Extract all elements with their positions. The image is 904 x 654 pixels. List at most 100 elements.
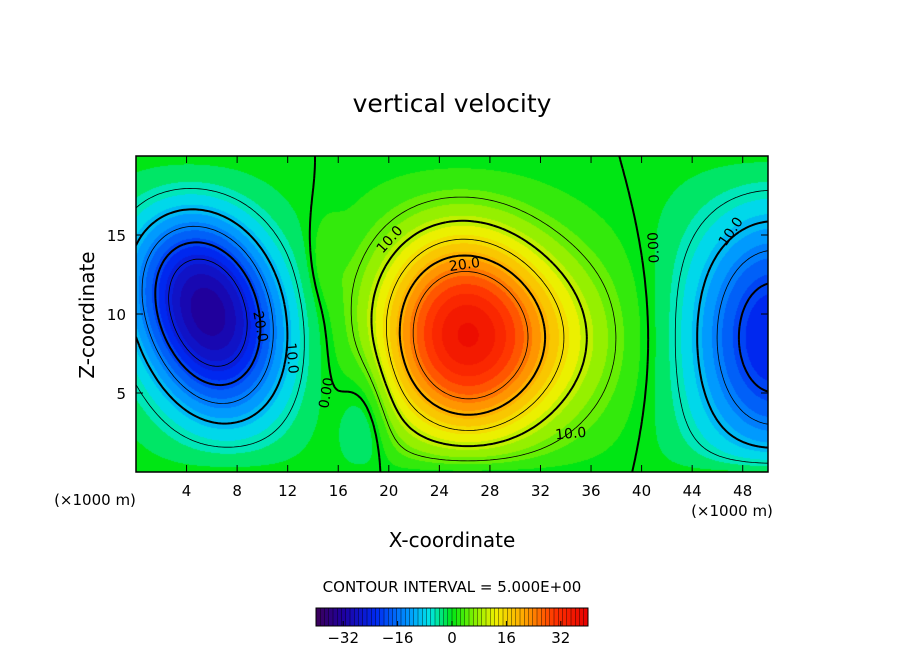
- x-axis-label: X-coordinate: [389, 528, 516, 552]
- contour-level-neg10: [136, 208, 768, 449]
- colorbar-segment: [566, 608, 572, 626]
- contour-level-5: [350, 196, 617, 462]
- contour-label: 0.00: [645, 232, 663, 264]
- contour-label: 10.0: [282, 342, 301, 374]
- colorbar-tick-label: 16: [497, 629, 516, 647]
- colorbar-segment: [371, 608, 376, 626]
- colorbar-ticks: −32 −16 0 16 32: [327, 621, 570, 647]
- contour-level-neg5: [136, 188, 768, 464]
- z-tick-label: 15: [107, 227, 126, 245]
- colorbar-segment: [435, 608, 440, 626]
- colorbar-segment: [375, 608, 381, 626]
- colorbar-segment: [324, 608, 330, 626]
- colorbar-segment: [409, 608, 415, 626]
- colorbar-segment: [316, 608, 321, 626]
- colorbar-tick-label: −32: [327, 629, 359, 647]
- contour-label: 20.0: [249, 310, 270, 343]
- contour-level-25: [412, 271, 529, 400]
- colorbar-segment: [384, 608, 389, 626]
- x-tick-label: 16: [329, 482, 348, 500]
- colorbar-segment: [426, 608, 432, 626]
- contour-interval-text: CONTOUR INTERVAL = 5.000E+00: [323, 578, 582, 596]
- contour-level-15: [386, 238, 565, 431]
- x-tick-label: 36: [581, 482, 600, 500]
- colorbar-tick-label: 0: [447, 629, 457, 647]
- colorbar-segment: [341, 608, 347, 626]
- colorbar-segment: [443, 608, 449, 626]
- contour-level-neg15: [141, 225, 768, 425]
- x-tick-label: 24: [430, 482, 449, 500]
- colorbar-segment: [498, 608, 504, 626]
- contour-level-0: [308, 156, 650, 472]
- x-axis-ticks: 4 8 12 16 20 24 28 32 36 40 44 48: [182, 156, 752, 500]
- colorbar-segment: [379, 608, 385, 626]
- x-tick-label: 8: [232, 482, 242, 500]
- colorbar-segment: [549, 608, 555, 626]
- x-tick-label: 12: [278, 482, 297, 500]
- colorbar-segment: [358, 608, 364, 626]
- x-tick-label: 4: [182, 482, 192, 500]
- colorbar-segment: [541, 608, 546, 626]
- colorbar-segment: [362, 608, 368, 626]
- colorbar-segment: [494, 608, 500, 626]
- colorbar-segment: [562, 608, 568, 626]
- colorbar-segment: [511, 608, 517, 626]
- z-tick-label: 5: [116, 385, 126, 403]
- contour-label: 20.0: [448, 255, 481, 275]
- colorbar-segment: [579, 608, 585, 626]
- colorbar-segment: [392, 608, 398, 626]
- x-tick-label: 20: [379, 482, 398, 500]
- x-tick-label: 48: [733, 482, 752, 500]
- colorbar-segment: [418, 608, 423, 626]
- chart-title: vertical velocity: [353, 89, 552, 118]
- z-axis-label: Z-coordinate: [75, 251, 99, 378]
- colorbar-segment: [490, 608, 495, 626]
- colorbar-segment: [507, 608, 512, 626]
- colorbar-segment: [575, 608, 580, 626]
- colorbar-segment: [328, 608, 334, 626]
- colorbar-segment: [452, 608, 457, 626]
- colorbar-segment: [554, 608, 559, 626]
- colorbar-segment: [528, 608, 534, 626]
- colorbar-segment: [583, 608, 589, 626]
- colorbar-segment: [413, 608, 419, 626]
- colorbar-segment: [430, 608, 436, 626]
- x-tick-label: 40: [632, 482, 651, 500]
- colorbar-segment: [354, 608, 359, 626]
- colorbar-segment: [401, 608, 406, 626]
- contour-level-neg20: [154, 241, 768, 393]
- colorbar-segment: [367, 608, 372, 626]
- colorbar-segment: [345, 608, 351, 626]
- colorbar-segment: [486, 608, 491, 626]
- x-tick-label: 28: [480, 482, 499, 500]
- colorbar-segment: [477, 608, 483, 626]
- colorbar-segment: [571, 608, 576, 626]
- colorbar-segment: [481, 608, 487, 626]
- colorbar-tick-label: 32: [551, 629, 570, 647]
- x-tick-label: 32: [531, 482, 550, 500]
- colorbar-segment: [333, 608, 338, 626]
- colorbar-segment: [456, 608, 461, 626]
- colorbar-segment: [460, 608, 466, 626]
- contour-lines: [136, 156, 768, 472]
- colorbar-segment: [537, 608, 542, 626]
- colorbar-segment: [558, 608, 563, 626]
- x-tick-label: 44: [683, 482, 702, 500]
- contour-level-10: [370, 219, 588, 448]
- z-units-label: (×1000 m): [54, 491, 136, 509]
- colorbar-segment: [405, 608, 410, 626]
- z-axis-ticks: 5 10 15: [107, 227, 768, 403]
- colorbar-segment: [396, 608, 402, 626]
- colorbar-segment: [515, 608, 521, 626]
- colorbar-segment: [422, 608, 427, 626]
- colorbar-segment: [439, 608, 444, 626]
- colorbar-segment: [350, 608, 355, 626]
- colorbar-segment: [320, 608, 325, 626]
- contour-level-20: [398, 254, 547, 416]
- z-tick-label: 10: [107, 306, 126, 324]
- colorbar-tick-label: −16: [382, 629, 414, 647]
- colorbar-segment: [503, 608, 508, 626]
- colorbar-segment: [473, 608, 478, 626]
